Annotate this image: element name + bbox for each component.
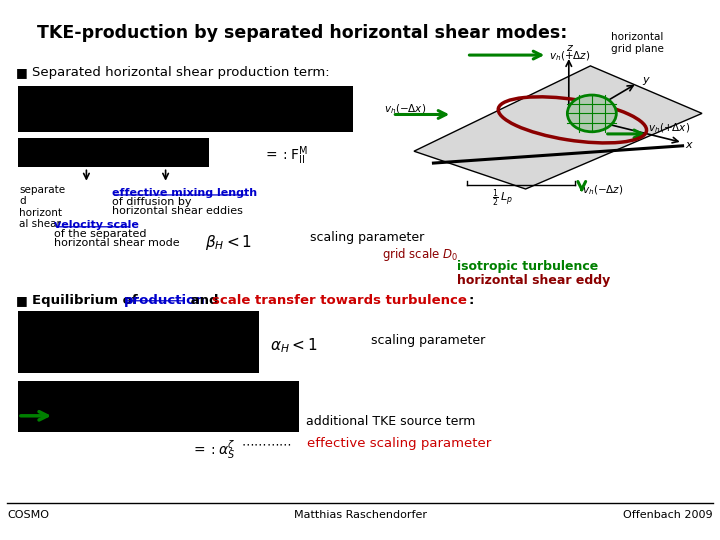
Bar xyxy=(18,86,353,132)
Text: Offenbach 2009: Offenbach 2009 xyxy=(624,510,713,521)
Text: of the separated: of the separated xyxy=(54,229,146,239)
Text: scale transfer towards turbulence: scale transfer towards turbulence xyxy=(212,294,467,307)
Text: horizontal shear eddies: horizontal shear eddies xyxy=(112,206,243,216)
Text: $=:\mathrm{F_{II}^{M}}$: $=:\mathrm{F_{II}^{M}}$ xyxy=(263,144,307,167)
Text: ■: ■ xyxy=(16,66,27,79)
Text: z: z xyxy=(566,43,572,53)
Text: $\alpha_H < 1$: $\alpha_H < 1$ xyxy=(270,336,318,355)
Text: velocity scale: velocity scale xyxy=(54,220,139,231)
Text: separate
d
horizont
al shear: separate d horizont al shear xyxy=(19,185,66,230)
Text: $\beta_H < 1$: $\beta_H < 1$ xyxy=(205,233,253,252)
Text: Separated horizontal shear production term:: Separated horizontal shear production te… xyxy=(32,66,329,79)
Text: effective mixing length: effective mixing length xyxy=(112,188,257,198)
Bar xyxy=(18,381,299,432)
Text: isotropic turbulence: isotropic turbulence xyxy=(457,260,598,273)
Text: horizontal
grid plane: horizontal grid plane xyxy=(611,32,664,54)
Text: COSMO: COSMO xyxy=(7,510,49,521)
Text: scaling parameter: scaling parameter xyxy=(310,231,424,244)
Text: horizontal shear mode: horizontal shear mode xyxy=(54,238,179,248)
Text: $v_h(-\Delta z)$: $v_h(-\Delta z)$ xyxy=(582,183,624,197)
Text: Equilibrium of: Equilibrium of xyxy=(32,294,142,307)
Text: $=:\alpha_S^{\zeta}$: $=:\alpha_S^{\zeta}$ xyxy=(191,438,235,462)
Text: horizontal shear eddy: horizontal shear eddy xyxy=(457,274,611,287)
Text: Matthias Raschendorfer: Matthias Raschendorfer xyxy=(294,510,426,521)
Text: $v_h(+\Delta z)$: $v_h(+\Delta z)$ xyxy=(549,50,590,64)
Bar xyxy=(18,310,259,373)
Text: production: production xyxy=(124,294,206,307)
Text: $v_h(+\Delta x)$: $v_h(+\Delta x)$ xyxy=(648,122,690,136)
Text: ■: ■ xyxy=(16,294,27,307)
Text: scaling parameter: scaling parameter xyxy=(371,334,485,347)
Text: effective scaling parameter: effective scaling parameter xyxy=(307,437,492,450)
Bar xyxy=(18,138,209,167)
Text: x: x xyxy=(685,140,692,150)
Text: of diffusion by: of diffusion by xyxy=(112,197,191,207)
Text: y: y xyxy=(642,75,649,85)
Text: $\frac{1}{2}\,L_p$: $\frac{1}{2}\,L_p$ xyxy=(492,187,513,209)
Text: and: and xyxy=(186,294,223,307)
Text: grid scale $\mathit{D}_0$: grid scale $\mathit{D}_0$ xyxy=(382,246,458,262)
Text: TKE-production by separated horizontal shear modes:: TKE-production by separated horizontal s… xyxy=(37,24,567,42)
Text: :: : xyxy=(469,294,474,307)
Text: $v_h(-\Delta x)$: $v_h(-\Delta x)$ xyxy=(384,102,426,116)
Text: additional TKE source term: additional TKE source term xyxy=(306,415,475,428)
Ellipse shape xyxy=(567,95,616,132)
Polygon shape xyxy=(414,66,702,189)
Text: $\cdots\cdots\cdots\cdots$: $\cdots\cdots\cdots\cdots$ xyxy=(241,437,292,450)
